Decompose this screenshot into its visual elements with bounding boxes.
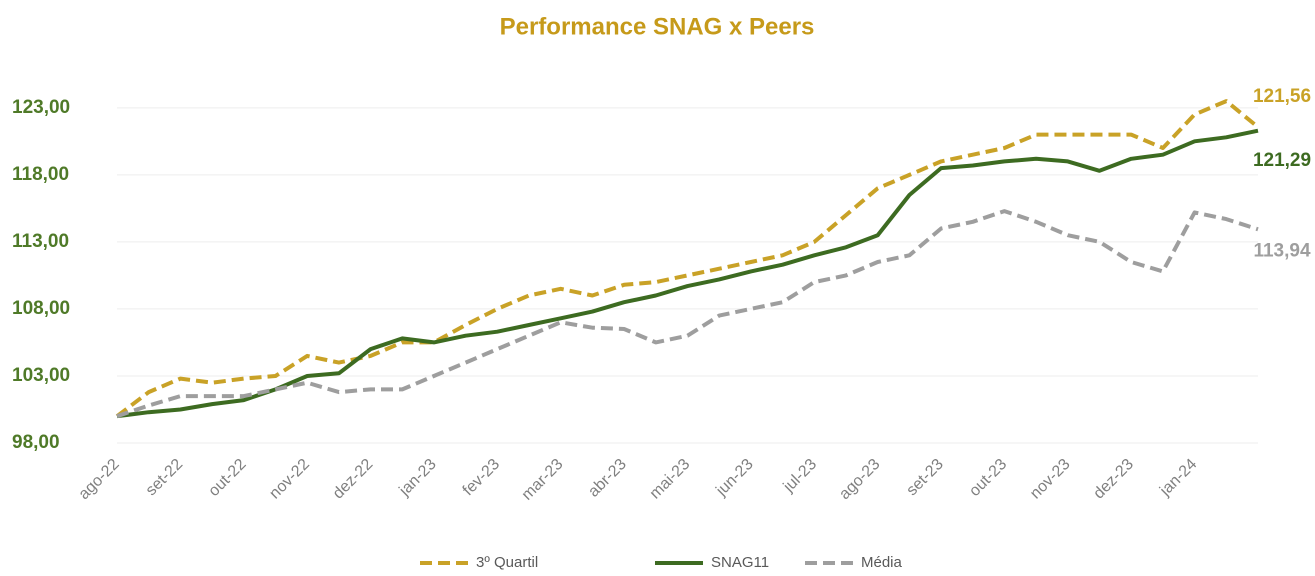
y-tick-label: 103,00 [12, 365, 70, 386]
x-tick-label: ago-22 [76, 456, 123, 503]
x-tick-label: jan-24 [1156, 456, 1200, 500]
y-tick-label: 108,00 [12, 298, 70, 319]
series-line [115, 99, 1260, 418]
x-tick-label: mai-23 [647, 456, 694, 503]
x-tick-label: set-23 [903, 456, 947, 500]
x-tick-label: jun-23 [713, 456, 757, 500]
x-tick-label: abr-23 [585, 456, 630, 501]
x-tick-label: set-22 [143, 456, 187, 500]
y-tick-label: 98,00 [12, 432, 60, 453]
x-tick-label: mar-23 [519, 456, 567, 504]
y-tick-label: 113,00 [12, 231, 69, 252]
legend-label: 3º Quartil [476, 554, 538, 571]
x-tick-label: nov-22 [266, 456, 313, 503]
x-tick-label: jul-23 [780, 456, 820, 496]
x-tick-label: ago-23 [836, 456, 883, 503]
y-tick-label: 123,00 [12, 97, 70, 118]
y-tick-label: 118,00 [12, 164, 69, 185]
data-label: 113,94 [1253, 240, 1310, 261]
chart-title: Performance SNAG x Peers [500, 13, 815, 40]
data-label: 121,56 [1253, 86, 1311, 107]
legend-label: SNAG11 [711, 554, 769, 571]
legend-label: Média [861, 554, 903, 571]
series-line [116, 128, 1259, 419]
series-line [116, 209, 1259, 419]
data-label: 121,29 [1253, 150, 1311, 171]
x-tick-label: nov-23 [1027, 456, 1074, 503]
x-tick-label: out-23 [966, 456, 1010, 500]
x-tick-label: dez-23 [1090, 456, 1137, 503]
x-tick-label: out-22 [205, 456, 249, 500]
x-tick-label: fev-23 [460, 456, 504, 500]
x-tick-label: jan-23 [396, 456, 440, 500]
x-tick-label: dez-22 [330, 456, 377, 503]
